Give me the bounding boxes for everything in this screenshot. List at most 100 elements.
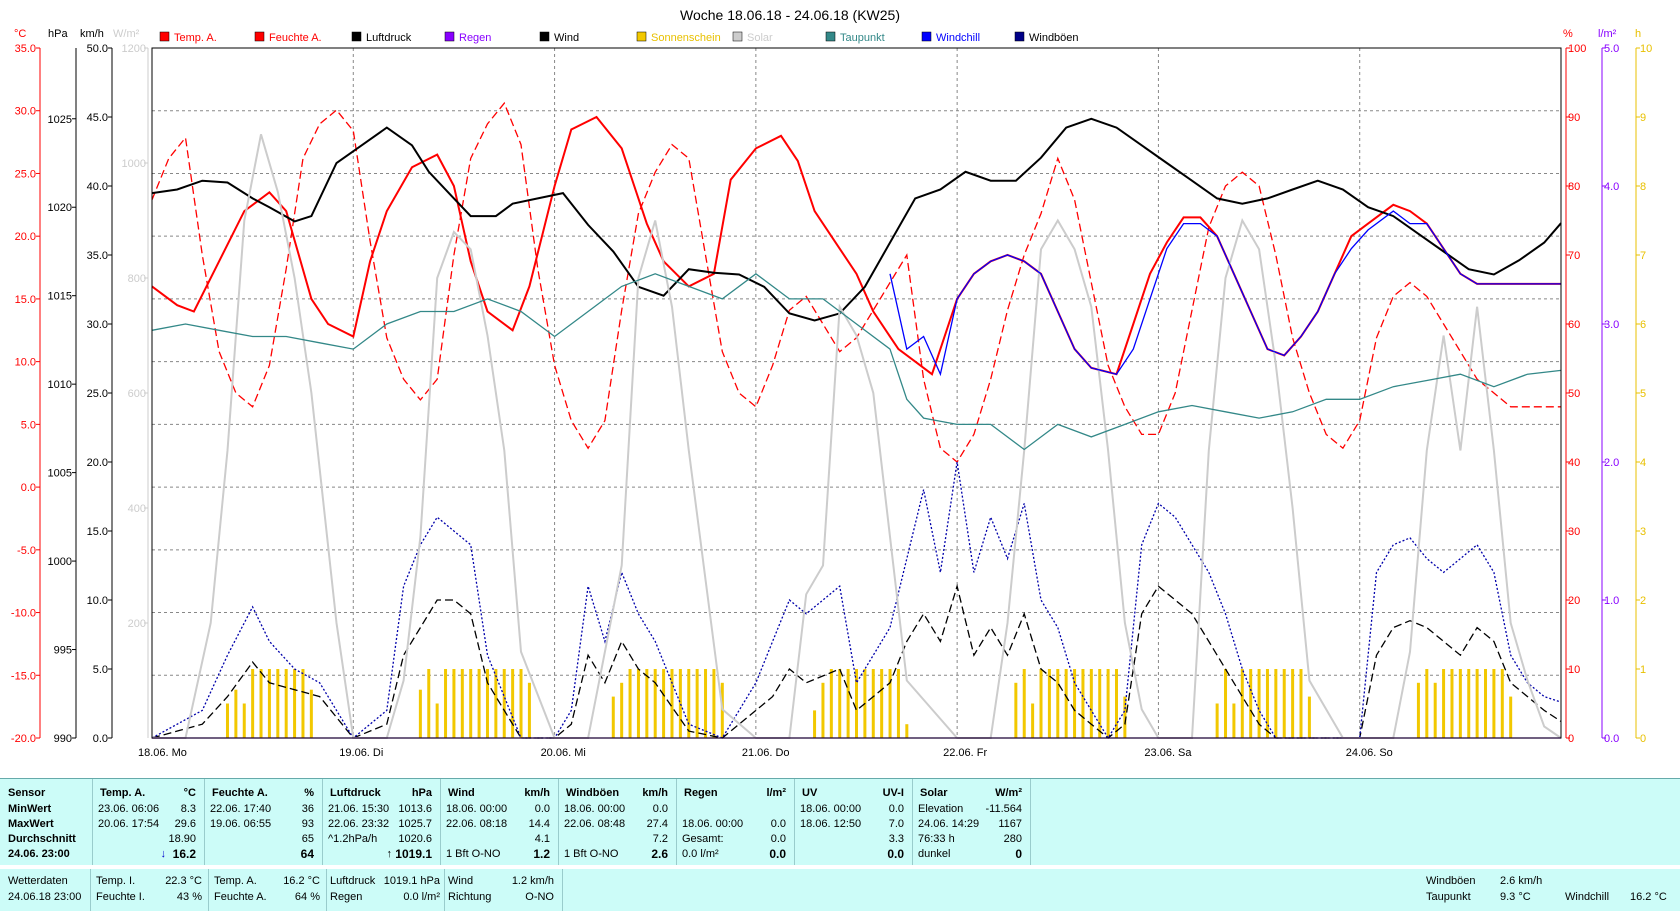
sunshine-bar bbox=[1224, 669, 1228, 738]
temp-tick-label: 10.0 bbox=[15, 357, 36, 369]
sunshine-bar bbox=[452, 669, 456, 738]
stats-time: 22.06. 17:40 bbox=[210, 803, 272, 815]
sunshine-bar bbox=[662, 669, 666, 738]
legend-swatch bbox=[539, 31, 550, 42]
wind-tick-label: 10.0 bbox=[87, 595, 108, 607]
stats-value: 64 bbox=[300, 847, 314, 861]
stats-time: 21.06. 15:30 bbox=[328, 803, 390, 815]
gust-value: 2.6 km/h bbox=[1500, 875, 1543, 887]
sunshine-bar bbox=[1475, 669, 1479, 738]
humidity-tick-label: 10 bbox=[1568, 664, 1580, 676]
sunshine-bar bbox=[1039, 669, 1043, 738]
pressure-tick-label: 1020 bbox=[48, 202, 72, 214]
sunshine-bar bbox=[687, 669, 691, 738]
indoor-temp-value: 22.3 °C bbox=[165, 875, 202, 887]
stats-value: 0.0 bbox=[888, 803, 904, 815]
stats-column-gust: Windböen km/h 18.06. 00:00 0.0 22.06. 08:48 2… bbox=[558, 779, 677, 865]
stats-column-uv: UV UV-I 18.06. 00:00 0.0 18.06. 12:50 7.0 3.3 0… bbox=[794, 779, 913, 865]
day-label: 18.06. Mo bbox=[138, 747, 187, 759]
stats-value: 7.2 bbox=[652, 833, 668, 845]
pressure-tick-label: 990 bbox=[54, 733, 72, 745]
temp-tick-label: 20.0 bbox=[15, 231, 36, 243]
stats-header: UV bbox=[802, 787, 818, 799]
stats-value: 1025.7 bbox=[398, 818, 432, 830]
wind-tick-label: 35.0 bbox=[87, 250, 108, 262]
direction-label: Richtung bbox=[448, 891, 492, 903]
sunshine-bar bbox=[813, 710, 817, 738]
temp-tick-label: 30.0 bbox=[15, 106, 36, 118]
current-values-panel: Wetterdaten 24.06.18 23:00 Temp. I. 22.3 … bbox=[0, 867, 1680, 911]
sunshine-bar bbox=[435, 703, 439, 738]
stats-row-label: MaxWert bbox=[8, 818, 54, 830]
stats-header: Solar bbox=[920, 787, 948, 799]
day-labels: 18.06. Mo 19.06. Di 20.06. Mi 21.06. Do 22.0… bbox=[138, 747, 1393, 759]
unit-temp: °C bbox=[14, 28, 26, 40]
trend-down-icon: ↓ bbox=[160, 848, 167, 860]
sunshine-bar bbox=[301, 669, 305, 738]
sunshine-bar bbox=[1492, 669, 1496, 738]
sun-tick-label: 1 bbox=[1640, 664, 1646, 676]
sunshine-bar bbox=[1509, 696, 1513, 738]
dewpoint-label: Taupunkt bbox=[1426, 891, 1471, 903]
sunshine-bar bbox=[620, 682, 624, 738]
plot-frame bbox=[151, 47, 1562, 739]
sunshine-bar bbox=[1114, 669, 1118, 738]
legend-swatch bbox=[444, 31, 455, 42]
legend-swatch bbox=[921, 31, 932, 42]
stats-time: 19.06. 06:55 bbox=[210, 818, 272, 830]
sunshine-bar bbox=[1123, 696, 1127, 738]
pressure-tick-label: 1025 bbox=[48, 114, 72, 126]
stats-value: 0.0 bbox=[534, 803, 550, 815]
sunshine-bar bbox=[871, 669, 875, 738]
stats-time: 24.06. 14:29 bbox=[918, 818, 980, 830]
stats-header: Wind bbox=[448, 787, 475, 799]
sun-tick-label: 2 bbox=[1640, 595, 1646, 607]
left-axes: 35.0 30.0 25.0 20.0 15.0 10.0 5.0 0.0 -5.0 -10.0 -… bbox=[11, 43, 149, 745]
wind-tick-label: 5.0 bbox=[93, 664, 108, 676]
sunshine-bar bbox=[855, 669, 858, 738]
indoor-humidity-label: Feuchte I. bbox=[96, 891, 145, 903]
sunshine-bar bbox=[1240, 669, 1244, 738]
stats-unit: hPa bbox=[411, 787, 432, 799]
sunshine-bar bbox=[695, 669, 699, 738]
sunshine-bar bbox=[1257, 669, 1261, 738]
sunshine-bar bbox=[418, 689, 422, 738]
sunshine-bar bbox=[1265, 669, 1269, 738]
legend-swatch bbox=[1014, 31, 1025, 42]
legend-swatch bbox=[159, 31, 170, 42]
right-axes: 10090807060504030201005.04.03.02.01.00.0… bbox=[1565, 43, 1652, 745]
series-lines bbox=[151, 101, 1562, 740]
sunshine-bar bbox=[1500, 669, 1504, 738]
stats-unit: W/m² bbox=[995, 787, 1022, 799]
sunshine-bar bbox=[293, 669, 297, 738]
legend-label: Regen bbox=[459, 32, 491, 44]
temp-tick-label: -15.0 bbox=[11, 670, 36, 682]
series-line-feuchte-a- bbox=[151, 101, 1561, 463]
sunshine-bar bbox=[1291, 669, 1295, 738]
series-line-temp-a- bbox=[151, 115, 1561, 376]
sunshine-bar bbox=[678, 669, 682, 738]
rain-tick-label: 2.0 bbox=[1604, 457, 1619, 469]
sunshine-bar bbox=[905, 724, 909, 738]
sunshine-bar bbox=[494, 669, 498, 738]
current-indoor: Temp. I. 22.3 °C Feuchte I. 43 % bbox=[90, 869, 209, 911]
stats-time: 1 Bft O-NO bbox=[564, 848, 619, 860]
sunshine-bar bbox=[477, 669, 481, 738]
indoor-temp-label: Temp. I. bbox=[96, 875, 136, 887]
temp-tick-label: -5.0 bbox=[17, 545, 36, 557]
stats-header: Luftdruck bbox=[330, 787, 381, 799]
humidity-tick-label: 30 bbox=[1568, 526, 1580, 538]
stats-column-rain: Regen l/m² 18.06. 00:00 0.0 Gesamt: 0.0 0.0 l/… bbox=[676, 779, 795, 865]
legend-label: Temp. A. bbox=[174, 32, 217, 44]
humidity-tick-label: 40 bbox=[1568, 457, 1580, 469]
pressure-value: 1019.1 hPa bbox=[383, 875, 440, 887]
sun-tick-label: 5 bbox=[1640, 388, 1646, 400]
sun-tick-label: 7 bbox=[1640, 250, 1646, 262]
sunshine-bar bbox=[838, 669, 842, 738]
sunshine-bar bbox=[1022, 669, 1026, 738]
rain-value: 0.0 l/m² bbox=[403, 891, 440, 903]
humidity-tick-label: 0 bbox=[1568, 733, 1574, 745]
stats-value: 8.3 bbox=[180, 803, 196, 815]
stats-header: Regen bbox=[684, 787, 718, 799]
sunshine-bar bbox=[309, 689, 313, 738]
